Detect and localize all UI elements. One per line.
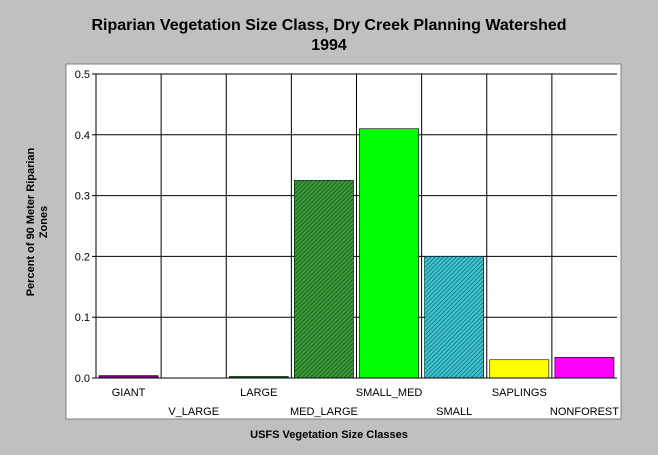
bar-med-large: [294, 180, 354, 379]
y-axis-label-line2: Zones: [38, 206, 50, 238]
chart-subtitle: 1994: [311, 37, 347, 54]
y-tick-label: 0.2: [75, 251, 90, 263]
y-axis-label-group: Percent of 90 Meter Riparian Zones: [25, 147, 50, 296]
bar-nonforest: [554, 357, 615, 379]
x-axis-label: USFS Vegetation Size Classes: [250, 429, 408, 441]
x-tick-label-giant: GIANT: [112, 387, 146, 399]
y-ticks: 0.0 0.1 0.2 0.3 0.4 0.5: [75, 69, 96, 385]
x-tick-label-saplings: SAPLINGS: [492, 387, 547, 399]
y-tick-label: 0.0: [75, 373, 90, 385]
x-tick-label-small: SMALL: [436, 406, 472, 418]
bar-saplings: [489, 359, 550, 379]
grid-lines: [96, 73, 617, 378]
x-tick-label-large: LARGE: [240, 387, 277, 399]
x-tick-label-nonforest: NONFOREST: [550, 406, 619, 418]
x-tick-label-med-large: MED_LARGE: [290, 406, 358, 418]
y-tick-label: 0.1: [75, 312, 90, 324]
x-tick-label-small-med: SMALL_MED: [356, 387, 423, 399]
y-tick-label: 0.5: [75, 69, 90, 81]
chart-title: Riparian Vegetation Size Class, Dry Cree…: [91, 17, 566, 34]
bar-small-med: [359, 128, 419, 379]
x-tick-labels: GIANT V_LARGE LARGE MED_LARGE SMALL_MED SMALL…: [112, 387, 619, 418]
bar-small: [424, 256, 485, 379]
y-tick-label: 0.4: [75, 130, 90, 142]
x-tick-label-v-large: V_LARGE: [168, 406, 219, 418]
y-axis-label-line1: Percent of 90 Meter Riparian: [25, 147, 37, 296]
y-tick-label: 0.3: [75, 191, 90, 203]
bars: [98, 128, 615, 379]
